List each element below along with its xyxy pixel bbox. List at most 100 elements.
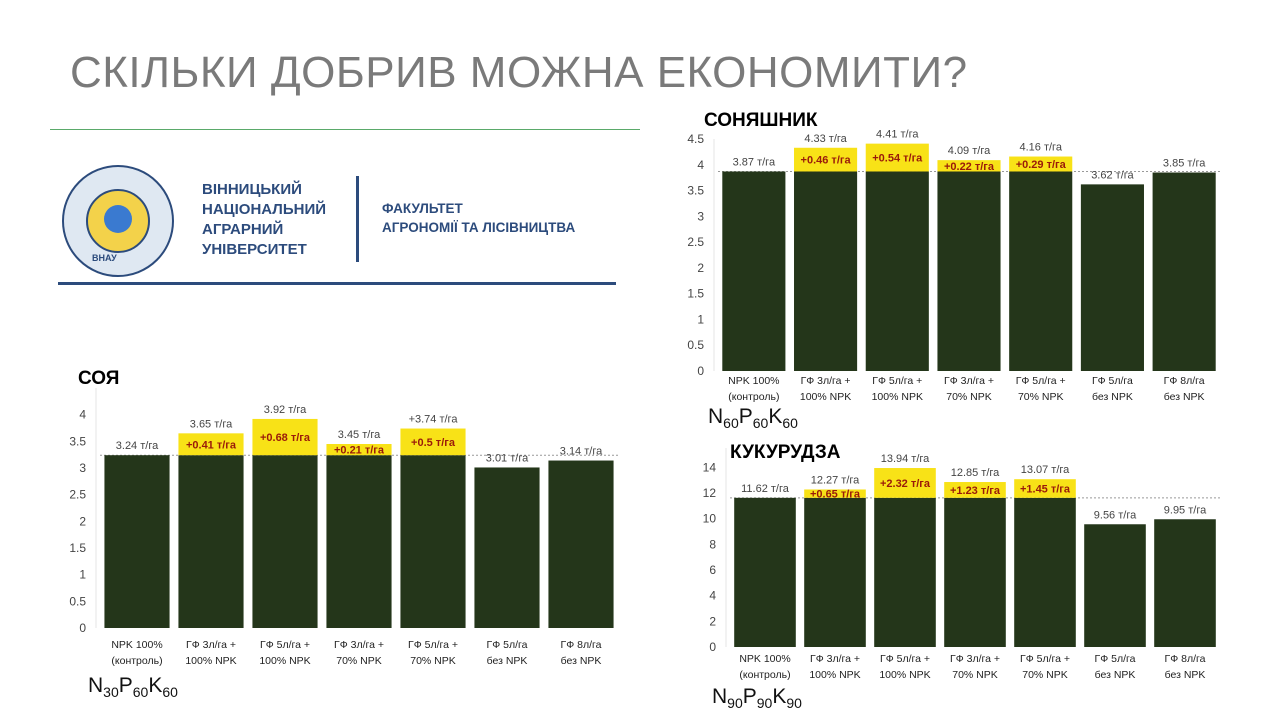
- formula-p: 60: [132, 684, 149, 701]
- increase-label: +0.5 т/га: [411, 437, 456, 449]
- bar: [874, 497, 936, 647]
- university-logo: ВНАУ: [62, 165, 174, 277]
- category-label-line2: без NPK: [1095, 669, 1136, 681]
- category-label-line1: ГФ 3л/га +: [186, 639, 236, 651]
- increase-label: +0.41 т/га: [186, 439, 237, 451]
- bar: [104, 455, 170, 628]
- bar: [722, 171, 786, 371]
- category-label-line2: без NPK: [1165, 669, 1206, 681]
- value-label: 4.33 т/га: [804, 133, 847, 145]
- y-tick-label: 6: [709, 563, 716, 577]
- category-label-line1: ГФ 5л/га +: [408, 639, 458, 651]
- y-tick-label: 1: [697, 312, 704, 326]
- value-label: 3.62 т/га: [1091, 169, 1134, 181]
- bar-increase-segment: [1014, 479, 1076, 498]
- bar-increase-segment: [400, 428, 466, 456]
- category-label-line2: без NPK: [487, 655, 528, 667]
- y-tick-label: 4: [697, 158, 704, 172]
- category-label-line2: 100% NPK: [800, 391, 851, 403]
- bar-increase-segment: [804, 489, 866, 498]
- category-label-line2: без NPK: [1164, 391, 1205, 403]
- bar: [548, 460, 614, 628]
- bar: [1152, 172, 1216, 371]
- bar-increase-segment: [865, 143, 929, 172]
- category-label-line2: 70% NPK: [410, 655, 456, 667]
- y-tick-label: 3.5: [69, 434, 86, 448]
- bar: [1014, 497, 1076, 647]
- formula-k: 60: [162, 684, 178, 701]
- category-label-line1: ГФ 5л/га: [1095, 653, 1136, 665]
- value-label: 12.85 т/га: [951, 467, 1000, 479]
- value-label: 11.62 т/га: [741, 483, 790, 495]
- category-label-line1: ГФ 3л/га +: [334, 639, 384, 651]
- soy-chart: 0 0.5 1 1.5 2 2.5 3 3.5 4 3.24 т/га NPK 100% (контр…: [69, 388, 618, 667]
- faculty-name: ФАКУЛЬТЕТ АГРОНОМІЇ ТА ЛІСІВНИЦТВА: [382, 199, 575, 237]
- category-label-line1: ГФ 3л/га +: [944, 375, 994, 387]
- category-label-line1: ГФ 8л/га: [1165, 653, 1206, 665]
- university-name-line: НАЦІОНАЛЬНИЙ: [202, 201, 327, 218]
- category-label-line2: (контроль): [728, 391, 779, 403]
- value-label: 4.09 т/га: [948, 145, 991, 157]
- y-tick-label: 4.5: [687, 132, 704, 146]
- category-label-line2: 70% NPK: [1022, 669, 1068, 681]
- category-label-line1: ГФ 5л/га: [487, 639, 528, 651]
- y-tick-label: 0.5: [687, 338, 704, 352]
- value-label: 12.27 т/га: [811, 474, 860, 486]
- formula-n: 60: [723, 415, 739, 432]
- value-label: 4.41 т/га: [876, 129, 919, 141]
- bar-increase-segment: [874, 468, 936, 498]
- bar: [734, 497, 796, 647]
- y-tick-label: 0.5: [69, 594, 86, 608]
- formula-p: 90: [756, 695, 773, 712]
- university-name-line: УНІВЕРСИТЕТ: [202, 241, 307, 258]
- category-label-line1: NPK 100%: [111, 639, 162, 651]
- bar: [1084, 524, 1146, 647]
- value-label: 4.16 т/га: [1019, 142, 1062, 154]
- category-label-line1: ГФ 5л/га +: [1016, 375, 1066, 387]
- increase-label: +0.46 т/га: [801, 155, 852, 167]
- bar: [794, 171, 858, 371]
- category-label-line2: без NPK: [561, 655, 602, 667]
- soy-npk-formula: N30P60K60: [88, 674, 178, 701]
- sunflower-chart: 0 0.5 1 1.5 2 2.5 3 3.5 4 4.5 3.87 т/га NPK 100% (ко…: [687, 129, 1220, 403]
- y-tick-label: 0: [79, 621, 86, 635]
- value-label: 3.45 т/га: [338, 429, 381, 441]
- y-tick-label: 8: [709, 537, 716, 551]
- bar: [326, 455, 392, 628]
- category-label-line2: 100% NPK: [879, 669, 930, 681]
- university-name: ВІННИЦЬКИЙ НАЦІОНАЛЬНИЙ АГРАРНИЙ УНІВЕРС…: [202, 180, 352, 260]
- category-label-line1: ГФ 5л/га +: [1020, 653, 1070, 665]
- corn-chart-title: КУКУРУДЗА: [730, 442, 841, 463]
- y-tick-label: 4: [709, 589, 716, 603]
- university-name-line: АГРАРНИЙ: [202, 221, 284, 238]
- bar-increase-segment: [794, 147, 858, 172]
- bar: [804, 497, 866, 647]
- y-tick-label: 1.5: [69, 541, 86, 555]
- y-tick-label: 3: [79, 461, 86, 475]
- category-label-line2: 100% NPK: [185, 655, 236, 667]
- category-label-line2: (контроль): [111, 655, 162, 667]
- value-label: 3.85 т/га: [1163, 158, 1206, 170]
- category-label-line2: 100% NPK: [259, 655, 310, 667]
- increase-label: +0.22 т/га: [944, 161, 995, 173]
- bar-increase-segment: [1009, 156, 1073, 172]
- increase-label: +0.29 т/га: [1016, 159, 1067, 171]
- value-label: 3.24 т/га: [116, 440, 159, 452]
- bar: [1080, 184, 1144, 371]
- formula-n: 30: [103, 684, 119, 701]
- bar-increase-segment: [252, 418, 318, 456]
- formula-k: 60: [782, 415, 798, 432]
- y-tick-label: 2.5: [69, 488, 86, 502]
- faculty-name-line: АГРОНОМІЇ ТА ЛІСІВНИЦТВА: [382, 220, 576, 235]
- category-label-line1: ГФ 5л/га +: [260, 639, 310, 651]
- value-label: 9.56 т/га: [1094, 509, 1137, 521]
- bar-increase-segment: [178, 433, 244, 456]
- logo-abbreviation: ВНАУ: [92, 253, 117, 263]
- bar: [937, 171, 1001, 371]
- bar: [252, 455, 318, 628]
- bar: [1009, 171, 1073, 371]
- bar: [944, 497, 1006, 647]
- category-label-line1: NPK 100%: [739, 653, 790, 665]
- y-tick-label: 14: [703, 460, 717, 474]
- y-tick-label: 4: [79, 408, 86, 422]
